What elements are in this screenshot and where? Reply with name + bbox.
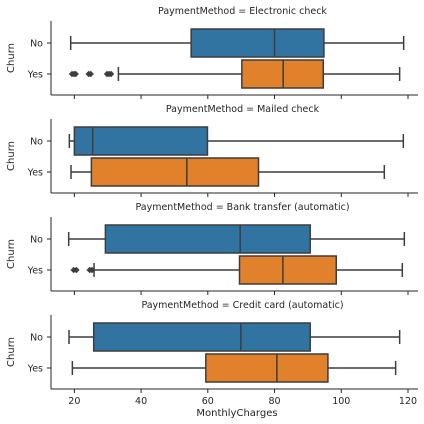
panel-1-no-y-tick-label: No <box>30 39 43 50</box>
panel-4-no-box <box>92 322 311 352</box>
panel-2-no-box <box>73 126 209 156</box>
panel-3-no-box <box>104 224 311 254</box>
x-tick-label: 60 <box>202 396 214 407</box>
panel-4-no-y-tick-label: No <box>30 333 43 344</box>
panel-3-no-y-tick-label: No <box>30 235 43 246</box>
panel-3-title: PaymentMethod = Bank transfer (automatic… <box>135 202 349 213</box>
panel-3-yes-outlier <box>88 266 96 274</box>
panel-1-yes-y-tick-label: Yes <box>27 70 43 81</box>
x-tick-label: 100 <box>332 396 350 407</box>
panel-1-yes-outlier <box>107 70 115 78</box>
x-tick-label: 20 <box>68 396 80 407</box>
panel-4-title: PaymentMethod = Credit card (automatic) <box>141 300 343 311</box>
panel-1-title: PaymentMethod = Electronic check <box>158 6 327 17</box>
panel-4-yes-box <box>205 353 329 383</box>
panel-3-y-axis-label: Churn <box>6 239 17 269</box>
panel-2-y-axis-label: Churn <box>6 141 17 171</box>
panel-2-no-y-tick-label: No <box>30 137 43 148</box>
x-axis-label: MonthlyCharges <box>196 408 277 419</box>
panel-2-yes-box <box>90 157 260 187</box>
panel-4-yes-y-tick-label: Yes <box>27 364 43 375</box>
panel-2-yes-y-tick-label: Yes <box>27 168 43 179</box>
panel-4-y-axis-label: Churn <box>6 337 17 367</box>
panel-1-y-axis-label: Churn <box>6 43 17 73</box>
panel-2-title: PaymentMethod = Mailed check <box>166 104 320 115</box>
panel-1-yes-outlier <box>72 70 79 78</box>
x-tick-label: 40 <box>135 396 147 407</box>
panel-1-yes-outlier <box>87 70 94 78</box>
panel-3-yes-y-tick-label: Yes <box>27 266 43 277</box>
panel-3-yes-outlier <box>73 266 80 274</box>
panel-1-no-box <box>190 28 325 58</box>
panel-3-yes-box <box>238 255 338 285</box>
x-tick-label: 80 <box>268 396 280 407</box>
x-tick-label: 120 <box>399 396 417 407</box>
